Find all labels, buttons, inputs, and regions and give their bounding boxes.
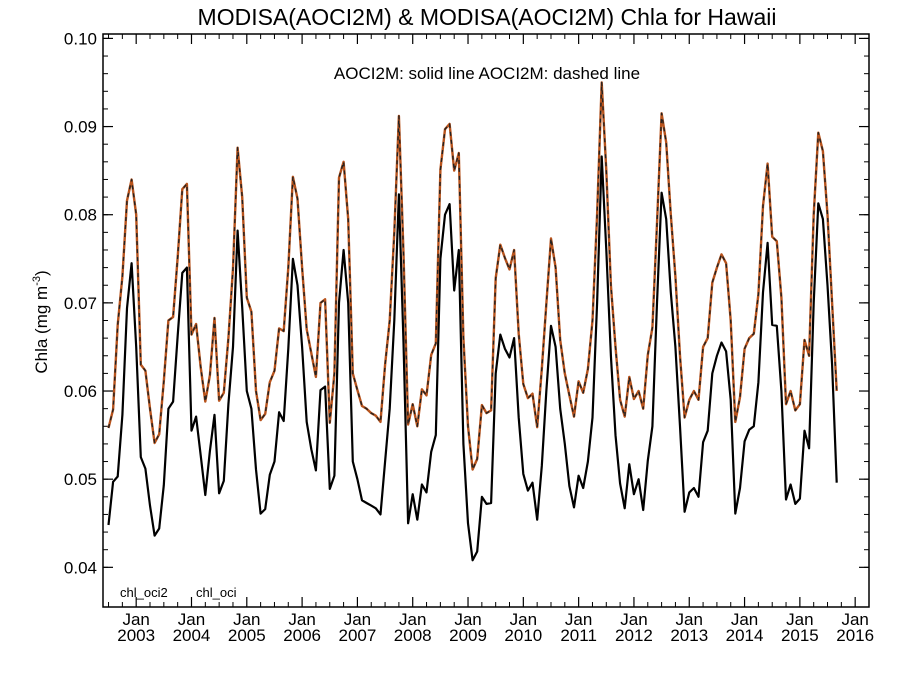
x-tick-month: Jan — [288, 610, 315, 629]
y-axis-label-sup: -3 — [31, 276, 43, 286]
y-axis: 0.04 0.05 0.06 0.07 0.08 0.09 0.10 — [64, 29, 869, 577]
x-tick-month: Jan — [454, 610, 481, 629]
series-dash-overlay-chl-oci2 — [107, 81, 838, 471]
x-tick-month: Jan — [399, 610, 426, 629]
x-tick-month: Jan — [510, 610, 537, 629]
x-tick-year: 2014 — [726, 626, 764, 645]
x-tick-year: 2003 — [117, 626, 155, 645]
x-tick-year: 2007 — [338, 626, 376, 645]
y-tick-label: 0.06 — [64, 382, 97, 401]
y-axis-label-close: ) — [32, 270, 51, 276]
y-tick-label: 0.07 — [64, 294, 97, 313]
x-tick-year: 2012 — [615, 626, 653, 645]
series-layer — [107, 81, 838, 562]
x-tick-month: Jan — [233, 610, 260, 629]
x-tick-month: Jan — [841, 610, 868, 629]
x-tick-year: 2010 — [504, 626, 542, 645]
x-tick-month: Jan — [122, 610, 149, 629]
y-tick-label: 0.09 — [64, 118, 97, 137]
x-tick-year: 2006 — [283, 626, 321, 645]
y-axis-label-main: Chla (mg m — [32, 286, 51, 374]
x-tick-year: 2013 — [670, 626, 708, 645]
plot-frame — [102, 33, 870, 608]
x-tick-month: Jan — [178, 610, 205, 629]
x-tick-year: 2004 — [173, 626, 211, 645]
x-tick-year: 2011 — [560, 626, 597, 645]
x-tick-year: 2015 — [781, 626, 819, 645]
legend-chl-oci: chl_oci — [196, 585, 237, 600]
x-tick-month: Jan — [676, 610, 703, 629]
series-line-chl-oci — [107, 155, 838, 562]
x-tick-month: Jan — [620, 610, 647, 629]
x-tick-year: 2005 — [228, 626, 266, 645]
y-tick-label: 0.05 — [64, 470, 97, 489]
x-axis: Jan2003Jan2004Jan2005Jan2006Jan2007Jan20… — [108, 34, 874, 645]
x-tick-month: Jan — [565, 610, 592, 629]
y-tick-label: 0.08 — [64, 206, 97, 225]
y-tick-label: 0.10 — [64, 29, 97, 48]
series-line-chl-oci2 — [107, 81, 838, 471]
y-axis-label: Chla (mg m-3) — [31, 270, 51, 373]
x-tick-year: 2008 — [394, 626, 432, 645]
x-tick-month: Jan — [786, 610, 813, 629]
legend-chl-oci2: chl_oci2 — [120, 585, 168, 600]
chart-title: MODISA(AOCI2M) & MODISA(AOCI2M) Chla for… — [198, 4, 777, 30]
x-tick-month: Jan — [731, 610, 758, 629]
x-tick-year: 2016 — [836, 626, 874, 645]
x-tick-year: 2009 — [449, 626, 487, 645]
y-tick-label: 0.04 — [64, 558, 97, 577]
x-tick-month: Jan — [344, 610, 371, 629]
line-style-note: AOCI2M: solid line AOCI2M: dashed line — [334, 64, 640, 83]
